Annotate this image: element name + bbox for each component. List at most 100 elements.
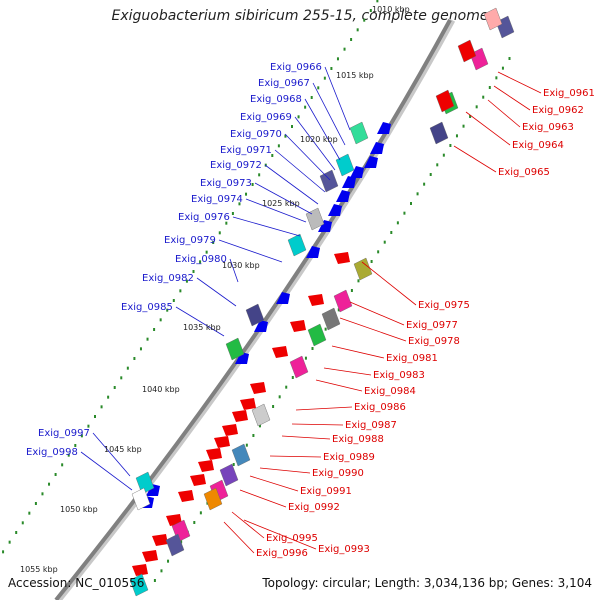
red-gene-arrow (190, 474, 206, 486)
red-gene-arrow (222, 424, 238, 436)
tick-dot (277, 144, 280, 148)
leader-line (232, 216, 301, 237)
leader-line (259, 467, 311, 474)
gene-block (319, 169, 339, 193)
leader-line (295, 406, 353, 411)
tick-dot (376, 0, 379, 3)
scale-label: 1035 kbp (183, 323, 221, 332)
gene-block (333, 289, 353, 313)
gene-label-right: Exig_0964 (512, 140, 564, 151)
tick-dot (185, 279, 188, 283)
gene-label-left: Exig_0971 (220, 145, 272, 156)
tick-dot (258, 424, 261, 428)
tick-dots (2, 0, 511, 582)
tick-dot (429, 173, 432, 176)
tick-dot (370, 260, 373, 263)
blue-gene-arrow (336, 190, 350, 202)
gene-label-right: Exig_0981 (386, 353, 438, 364)
gene-block (435, 89, 455, 113)
tick-dot (369, 9, 372, 12)
gene-label-right: Exig_0988 (332, 434, 384, 445)
gene-label-left: Exig_0985 (121, 302, 173, 313)
leader-line (243, 519, 317, 550)
scale-label: 1010 kbp (372, 5, 410, 14)
gene-block (251, 403, 271, 427)
tick-dot (193, 521, 196, 524)
scale-label: 1020 kbp (300, 135, 338, 144)
tick-dot (28, 511, 31, 515)
tick-dot (442, 153, 445, 157)
gene-label-left: Exig_0970 (230, 129, 282, 140)
tick-dot (383, 240, 386, 244)
gene-label-left: Exig_0974 (191, 194, 243, 205)
blue-gene-arrow (328, 204, 342, 216)
red-gene-arrow (214, 436, 230, 448)
leader-line (487, 99, 521, 128)
red-gene-arrow (272, 346, 288, 358)
gene-block (225, 337, 245, 361)
gene-label-right: Exig_0963 (522, 122, 574, 133)
gene-block (429, 121, 449, 145)
gene-label-left: Exig_0998 (26, 447, 78, 458)
red-gene-arrow (232, 410, 248, 422)
gene-label-left: Exig_0976 (178, 212, 230, 223)
gene-label-right: Exig_0962 (532, 105, 584, 116)
tick-dot (482, 95, 485, 99)
tick-dot (455, 134, 458, 138)
tick-dot (94, 415, 96, 418)
gene-label-right: Exig_0990 (312, 468, 364, 479)
tick-dot (350, 38, 353, 41)
red-gene-arrow (142, 550, 158, 562)
tick-dot (291, 125, 293, 128)
tick-dot (179, 289, 182, 293)
tick-dot (396, 221, 399, 225)
tick-dot (225, 221, 228, 225)
tick-dot (120, 376, 123, 380)
tick-dot (251, 183, 254, 186)
tick-dot (67, 453, 70, 457)
leader-line (294, 116, 336, 171)
tick-dot (410, 202, 412, 205)
tick-dot (160, 569, 163, 573)
tick-dot (238, 202, 241, 206)
tick-dot (310, 96, 313, 99)
leader-line (465, 111, 511, 146)
leader-line (229, 258, 239, 283)
blue-gene-arrow (318, 220, 332, 232)
accession-text: Accession: NC_010556 (8, 576, 145, 590)
leader-line (269, 455, 322, 458)
tick-dot (113, 386, 116, 389)
tick-dot (231, 212, 234, 215)
backbone-line (54, 19, 452, 600)
gene-label-right: Exig_0977 (406, 320, 458, 331)
tick-dot (180, 540, 183, 544)
red-gene-arrow (206, 448, 222, 460)
gene-block (289, 355, 309, 379)
tick-dot (146, 337, 149, 341)
tick-dot (357, 279, 360, 283)
leader-line (291, 423, 344, 426)
tick-dot (495, 76, 498, 80)
tick-dot (291, 376, 294, 379)
gene-label-right: Exig_0991 (300, 486, 352, 497)
gene-label-left: Exig_0980 (175, 254, 227, 265)
tick-dot (21, 521, 24, 525)
blue-gene-arrow (306, 246, 320, 258)
gene-label-left: Exig_0967 (258, 78, 310, 89)
tick-dot (403, 211, 406, 215)
red-gene-arrow (178, 490, 194, 502)
tick-dot (304, 105, 307, 109)
gene-block (287, 233, 307, 257)
blue-gene-arrow (342, 176, 356, 188)
gene-block (353, 257, 373, 281)
tick-dot (336, 57, 339, 61)
tick-dot (245, 192, 248, 196)
tick-dot (205, 250, 208, 254)
tick-dot (475, 105, 478, 109)
gene-label-right: Exig_0986 (354, 402, 406, 413)
tick-dot (34, 502, 37, 505)
leader-line (284, 133, 331, 181)
gene-label-right: Exig_0989 (323, 452, 375, 463)
tick-dot (356, 28, 359, 32)
